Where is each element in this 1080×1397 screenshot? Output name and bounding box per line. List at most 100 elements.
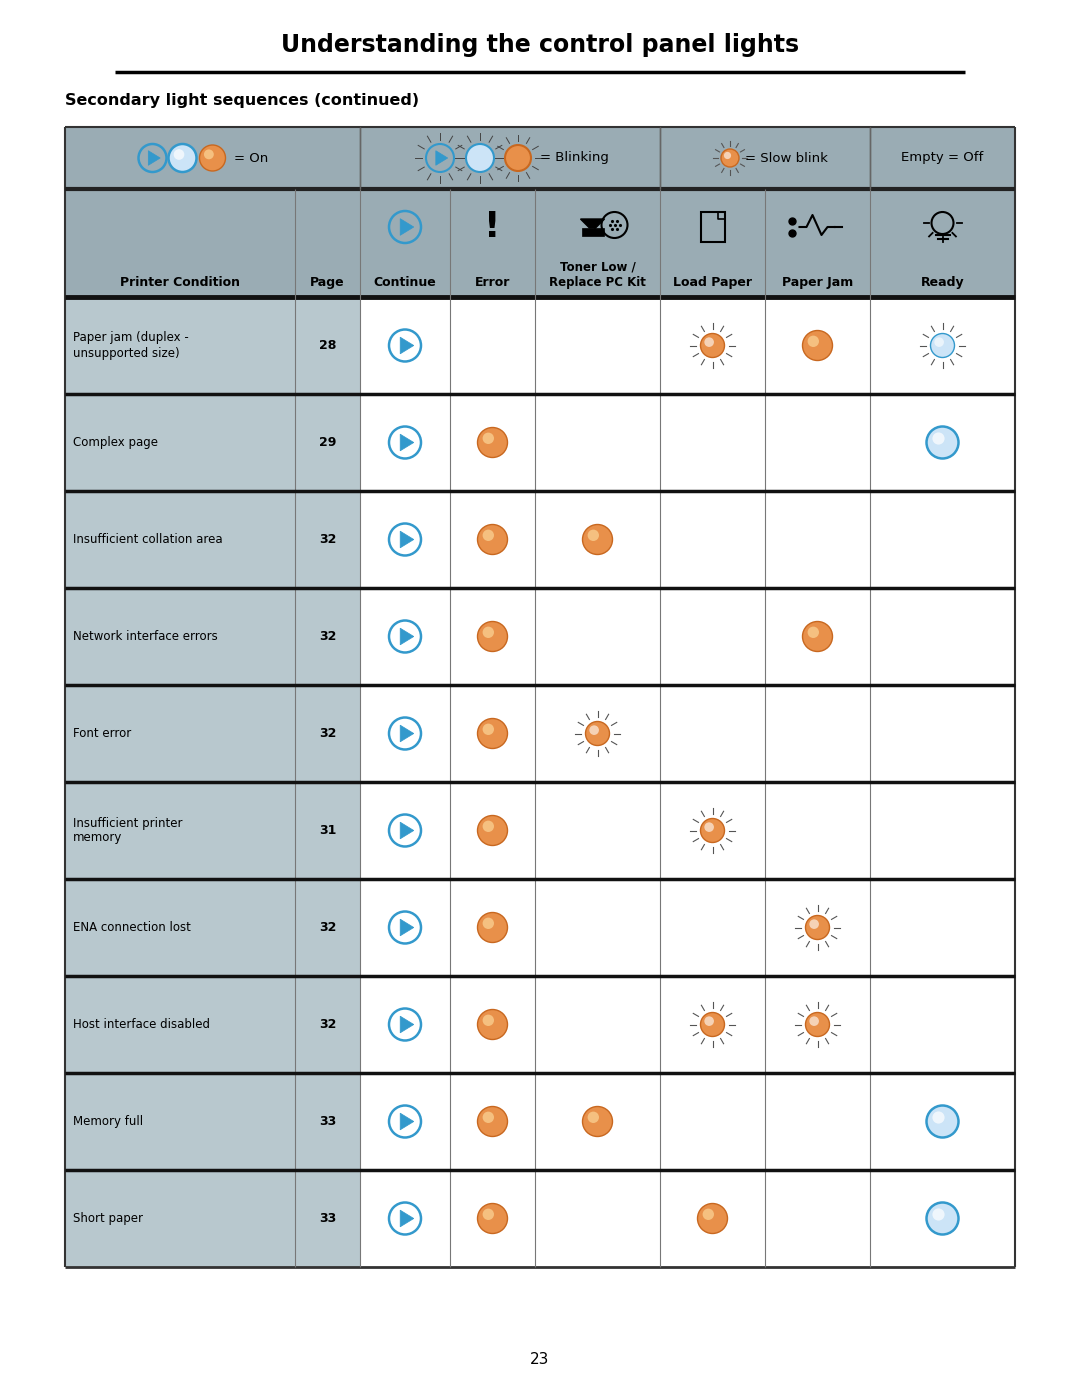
Bar — [295, 685, 360, 782]
Circle shape — [585, 721, 609, 746]
Polygon shape — [401, 337, 414, 353]
Bar — [660, 588, 765, 685]
Text: Font error: Font error — [73, 726, 132, 740]
Bar — [660, 685, 765, 782]
Text: Continue: Continue — [374, 277, 436, 289]
Text: 32: 32 — [319, 726, 336, 740]
Circle shape — [698, 1203, 728, 1234]
Text: Toner Low /
Replace PC Kit: Toner Low / Replace PC Kit — [549, 261, 646, 289]
Circle shape — [703, 1208, 714, 1220]
Bar — [870, 298, 1015, 394]
Bar — [765, 588, 870, 685]
Bar — [660, 394, 765, 490]
Bar — [535, 490, 660, 588]
Bar — [870, 588, 1015, 685]
Bar — [295, 588, 360, 685]
Circle shape — [806, 1013, 829, 1037]
Circle shape — [483, 1208, 494, 1220]
Text: = On: = On — [234, 151, 269, 165]
Polygon shape — [436, 151, 448, 165]
Polygon shape — [401, 1016, 414, 1032]
Text: !: ! — [484, 210, 501, 244]
Circle shape — [934, 337, 944, 346]
Text: 33: 33 — [319, 1213, 336, 1225]
Circle shape — [927, 426, 959, 458]
Bar — [360, 1073, 450, 1171]
Bar — [535, 1073, 660, 1171]
Bar — [295, 782, 360, 879]
Circle shape — [721, 149, 739, 168]
Circle shape — [168, 144, 197, 172]
Circle shape — [588, 1112, 599, 1123]
Bar — [65, 298, 295, 394]
Circle shape — [477, 1010, 508, 1039]
Text: Secondary light sequences (continued): Secondary light sequences (continued) — [65, 92, 419, 108]
Bar — [360, 782, 450, 879]
Text: 23: 23 — [530, 1352, 550, 1368]
Bar — [65, 782, 295, 879]
Polygon shape — [401, 1113, 414, 1130]
Bar — [450, 490, 535, 588]
Polygon shape — [581, 219, 605, 228]
Bar — [870, 1073, 1015, 1171]
Text: 33: 33 — [319, 1115, 336, 1127]
Bar — [660, 977, 765, 1073]
Bar — [765, 879, 870, 977]
Circle shape — [477, 1106, 508, 1137]
Bar — [765, 394, 870, 490]
Bar — [535, 879, 660, 977]
Bar — [765, 189, 870, 298]
Circle shape — [477, 718, 508, 749]
Text: 28: 28 — [319, 339, 336, 352]
Circle shape — [483, 1112, 494, 1123]
Bar — [450, 1073, 535, 1171]
Circle shape — [483, 1014, 494, 1025]
Text: Short paper: Short paper — [73, 1213, 143, 1225]
Circle shape — [724, 152, 731, 159]
Bar — [295, 1073, 360, 1171]
Circle shape — [483, 529, 494, 541]
Polygon shape — [401, 531, 414, 548]
Bar — [450, 879, 535, 977]
Circle shape — [204, 149, 214, 159]
Bar — [360, 1171, 450, 1267]
Circle shape — [701, 1013, 725, 1037]
Bar — [360, 490, 450, 588]
Circle shape — [483, 433, 494, 444]
Bar — [295, 977, 360, 1073]
Bar — [765, 1171, 870, 1267]
Bar — [450, 685, 535, 782]
Bar — [360, 685, 450, 782]
Text: Load Paper: Load Paper — [673, 277, 752, 289]
Bar — [450, 394, 535, 490]
Bar — [450, 588, 535, 685]
Bar — [65, 1171, 295, 1267]
Bar — [360, 977, 450, 1073]
Circle shape — [809, 919, 819, 929]
Text: 29: 29 — [319, 436, 336, 448]
Bar — [870, 189, 1015, 298]
Circle shape — [477, 622, 508, 651]
Circle shape — [588, 529, 599, 541]
Text: 32: 32 — [319, 534, 336, 546]
Polygon shape — [401, 219, 414, 235]
Bar — [360, 879, 450, 977]
Bar — [535, 588, 660, 685]
Text: Paper Jam: Paper Jam — [782, 277, 853, 289]
Text: = Blinking: = Blinking — [540, 151, 609, 165]
Text: Complex page: Complex page — [73, 436, 158, 448]
Bar — [360, 588, 450, 685]
Text: 32: 32 — [319, 1018, 336, 1031]
Bar — [765, 977, 870, 1073]
Bar — [65, 394, 295, 490]
Bar — [660, 189, 765, 298]
Circle shape — [483, 724, 494, 735]
Circle shape — [808, 335, 819, 346]
Bar — [295, 879, 360, 977]
Bar — [360, 298, 450, 394]
Circle shape — [483, 918, 494, 929]
Bar — [535, 782, 660, 879]
Text: Page: Page — [310, 277, 345, 289]
Bar — [660, 1171, 765, 1267]
Circle shape — [483, 820, 494, 833]
